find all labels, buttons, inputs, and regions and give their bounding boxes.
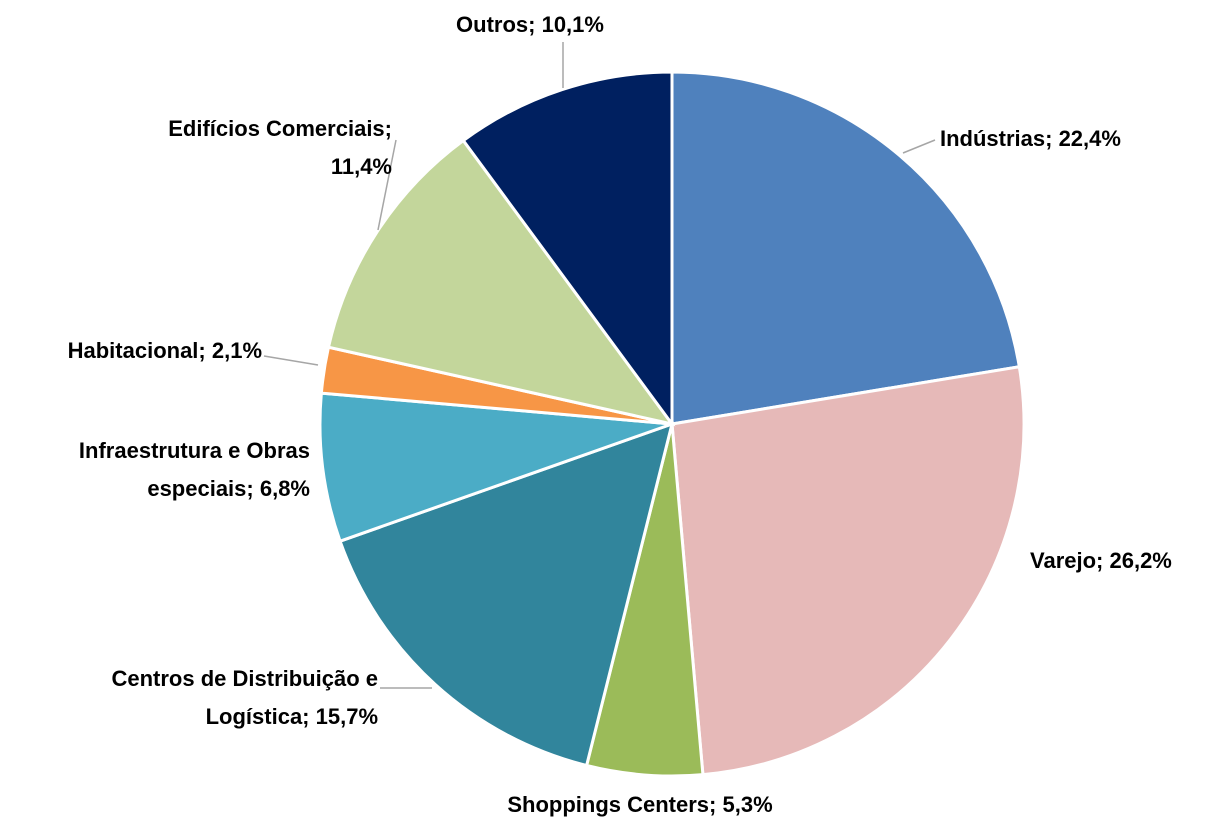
pie-slice bbox=[326, 138, 676, 427]
pie-slice bbox=[461, 70, 674, 429]
pie-slice bbox=[670, 70, 1022, 426]
pie-slice bbox=[338, 421, 675, 768]
data-label: Centros de Distribuição e Logística; 15,7… bbox=[111, 666, 378, 729]
data-label: Varejo; 26,2% bbox=[1030, 548, 1172, 573]
pie-slice bbox=[318, 391, 673, 544]
data-label: Infraestrutura e Obras especiais; 6,8% bbox=[79, 438, 310, 501]
leader-line bbox=[377, 139, 397, 231]
data-label: Indústrias; 22,4% bbox=[940, 126, 1121, 151]
data-label: Outros; 10,1% bbox=[456, 12, 604, 37]
leader-line bbox=[902, 139, 936, 154]
data-label: Shoppings Centers; 5,3% bbox=[507, 792, 772, 817]
leader-line bbox=[263, 355, 319, 366]
data-label: Habitacional; 2,1% bbox=[68, 338, 262, 363]
pie-slice bbox=[670, 365, 1026, 777]
data-label: Edifícios Comerciais; 11,4% bbox=[168, 116, 392, 179]
